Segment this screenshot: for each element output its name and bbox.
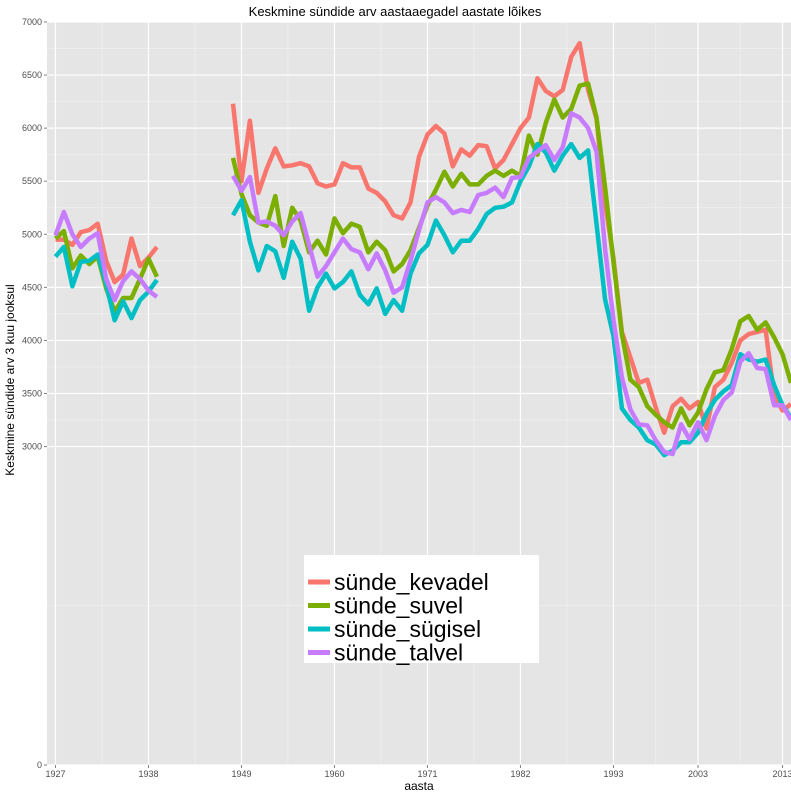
series-lines <box>53 40 791 458</box>
y-tick-label: 4500 <box>22 282 42 292</box>
series-line-sünde_sügisel <box>231 141 791 458</box>
x-tick-label: 1960 <box>324 769 344 779</box>
series-line-sünde_suvel <box>230 81 791 430</box>
x-tick-label: 2013 <box>773 769 791 779</box>
x-tick-label: 1949 <box>231 769 251 779</box>
legend: sünde_kevadelsünde_suvelsünde_sügiselsün… <box>304 555 539 666</box>
x-tick-label: 1993 <box>603 769 623 779</box>
y-tick-label: 6000 <box>22 123 42 133</box>
x-tick-label: 2003 <box>688 769 708 779</box>
x-tick-label: 1971 <box>417 769 437 779</box>
y-axis: 0 3000 3500 4000 4500 5000 5500 6000 6500 7000 <box>22 17 47 770</box>
y-tick-label: 4000 <box>22 335 42 345</box>
y-axis-label: Keskmine sündide arv 3 kuu jooksul <box>3 284 17 475</box>
series-line-sünde_talvel <box>231 111 791 457</box>
legend-label: sünde_sügisel <box>334 616 481 642</box>
legend-label: sünde_kevadel <box>334 569 489 595</box>
y-tick-label: 3500 <box>22 389 42 399</box>
grid <box>47 21 791 766</box>
y-tick-label: 5500 <box>22 176 42 186</box>
y-tick-label: 5000 <box>22 229 42 239</box>
y-tick-label: 7000 <box>22 17 42 27</box>
series-line-sünde_talvel <box>53 209 159 303</box>
x-tick-label: 1982 <box>510 769 530 779</box>
legend-label: sünde_suvel <box>334 593 463 619</box>
chart-title: Keskmine sündide arv aastaaegadel aastat… <box>249 4 542 19</box>
y-tick-label: 6500 <box>22 70 42 80</box>
series-line-sünde_kevadel <box>55 221 159 285</box>
x-axis-label: aasta <box>404 779 434 793</box>
legend-label: sünde_talvel <box>334 640 463 666</box>
x-tick-label: 1938 <box>138 769 158 779</box>
y-tick-label: 3000 <box>22 442 42 452</box>
x-tick-label: 1927 <box>45 769 65 779</box>
legend-box <box>304 555 539 663</box>
x-axis: 1927 1938 1949 1960 1971 1982 1993 2003 2013 <box>45 765 791 779</box>
series-line-sünde_kevadel <box>230 40 791 436</box>
y-tick-label: 0 <box>37 760 42 770</box>
